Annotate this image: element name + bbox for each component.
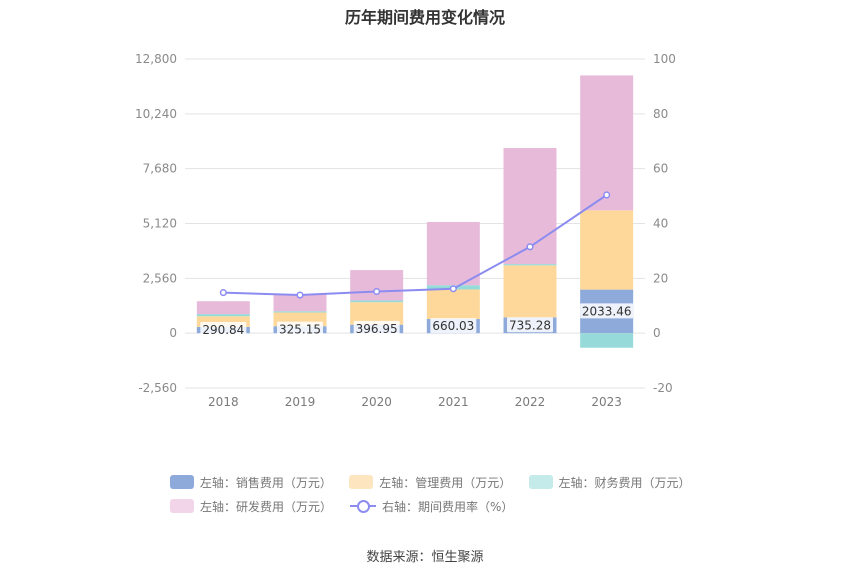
legend-item-admin[interactable]: 左轴：管理费用（万元） (349, 474, 512, 491)
rate-point-2018 (219, 289, 227, 297)
legend-label-sales: 左轴：销售费用（万元） (199, 475, 332, 490)
rate-point-2022 (526, 243, 534, 251)
rate-line (223, 194, 608, 297)
x-tick-label: 2022 (515, 395, 546, 409)
y-left-tick-label: 10,240 (135, 107, 177, 121)
chart-legend: 左轴：销售费用（万元） 左轴：管理费用（万元） 左轴：财务费用（万元） 左轴：研… (170, 470, 691, 518)
data-label-bg (507, 317, 553, 333)
bar-segment-1-2023 (580, 210, 634, 290)
legend-label-finance: 左轴：财务费用（万元） (558, 475, 691, 490)
y-left-tick-label: 12,800 (135, 52, 177, 66)
legend-swatch-sales (170, 475, 194, 489)
data-label: 325.15 (279, 323, 321, 337)
legend-row-2: 左轴：研发费用（万元） 右轴：期间费用率（%） (170, 494, 690, 518)
data-label-bg (580, 303, 634, 319)
legend-swatch-rnd (170, 499, 194, 513)
bar-segment-2-2018 (196, 314, 250, 317)
bar-segment-2-2020 (350, 300, 404, 303)
data-label-bg (200, 322, 247, 338)
y-right-tick-label: 40 (653, 217, 668, 231)
data-label-bg (353, 320, 400, 336)
chart-canvas: 12,800 10,240 7,680 5,120 2,560 0 -2,560 100 80 6… (135, 52, 676, 409)
y-left-tick-label: 5,120 (143, 217, 177, 231)
bar-segment-3-2018 (196, 301, 250, 315)
x-tick-label: 2020 (361, 395, 392, 409)
x-tick-label: 2018 (208, 395, 239, 409)
rate-point-2019 (296, 291, 304, 299)
bar-segment-2-2023 (580, 333, 634, 348)
y-right-tick-label: -20 (653, 381, 673, 395)
data-label: 735.28 (509, 318, 551, 332)
y-right-tick-label: 20 (653, 271, 668, 285)
y-right-tick-label: 0 (653, 326, 661, 340)
rate-point-2023 (603, 191, 611, 199)
data-label: 396.95 (356, 322, 398, 336)
y-left-tick-label: 2,560 (143, 271, 177, 285)
x-tick-label: 2023 (591, 395, 622, 409)
y-left-tick-label: 0 (169, 326, 177, 340)
legend-item-sales[interactable]: 左轴：销售费用（万元） (170, 474, 332, 491)
y-right-tick-label: 100 (653, 52, 676, 66)
x-tick-label: 2021 (438, 395, 469, 409)
bar-segment-1-2018 (196, 316, 250, 327)
data-label: 2033.46 (582, 304, 632, 318)
legend-swatch-finance (528, 475, 553, 489)
bar-segment-3-2020 (350, 270, 404, 301)
bar-segment-1-2022 (503, 265, 557, 318)
data-label: 290.84 (202, 323, 244, 337)
bar-segment-1-2021 (426, 289, 480, 320)
data-label-bg (430, 318, 477, 334)
legend-label-rate: 右轴：期间费用率（%） (382, 499, 514, 514)
y-right-tick-label: 60 (653, 162, 668, 176)
y-left-tick-label: 7,680 (143, 162, 177, 176)
bar-segment-3-2023 (580, 75, 634, 211)
bar-segment-1-2020 (350, 302, 404, 325)
legend-line-marker-icon (350, 499, 377, 513)
legend-swatch-admin (349, 475, 374, 489)
data-label: 660.03 (432, 319, 474, 333)
bar-segment-3-2019 (273, 294, 327, 312)
data-source: 数据来源：恒生聚源 (366, 550, 484, 565)
bar-segment-3-2021 (426, 222, 480, 286)
rate-point-2021 (449, 285, 457, 293)
x-tick-label: 2019 (285, 395, 316, 409)
chart-title: 历年期间费用变化情况 (344, 8, 505, 27)
legend-label-admin: 左轴：管理费用（万元） (379, 475, 512, 490)
y-left-tick-label: -2,560 (138, 381, 177, 395)
legend-item-rnd[interactable]: 左轴：研发费用（万元） (170, 498, 332, 515)
legend-row-1: 左轴：销售费用（万元） 左轴：管理费用（万元） 左轴：财务费用（万元） (170, 470, 691, 494)
bar-segment-2-2019 (273, 311, 327, 313)
rate-point-2020 (373, 287, 381, 296)
legend-label-rnd: 左轴：研发费用（万元） (200, 499, 333, 514)
legend-item-rate[interactable]: 右轴：期间费用率（%） (350, 498, 513, 515)
y-right-tick-label: 80 (653, 107, 668, 121)
legend-item-finance[interactable]: 左轴：财务费用（万元） (528, 474, 691, 491)
data-label-bg (277, 321, 323, 337)
bar-segment-2-2022 (503, 264, 557, 266)
